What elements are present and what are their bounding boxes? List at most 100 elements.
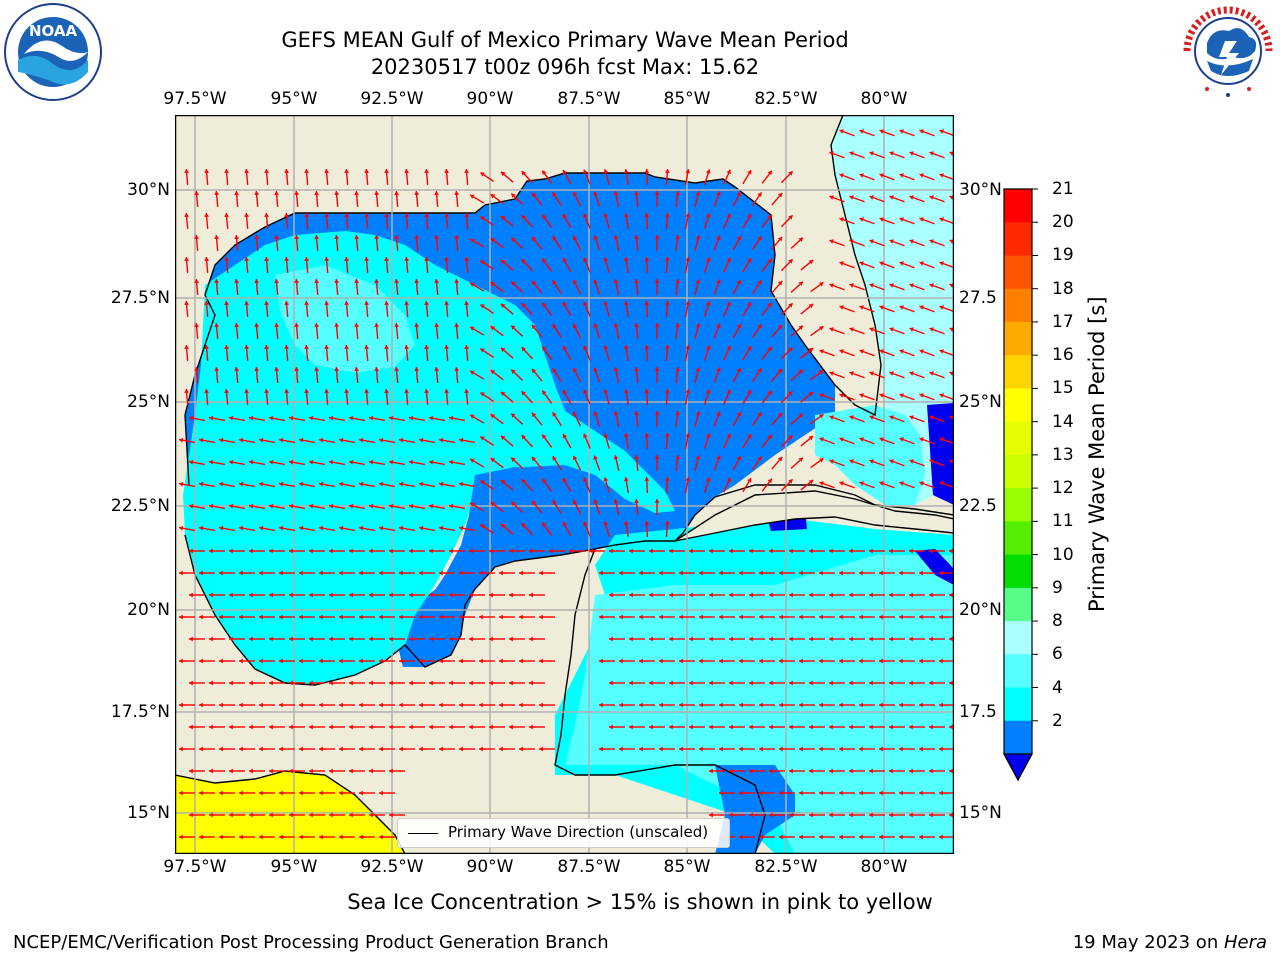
wave-arrow (761, 302, 773, 316)
wave-arrow (539, 614, 555, 620)
svg-text:NOAA: NOAA (29, 22, 78, 40)
wave-arrow (499, 746, 515, 752)
wave-arrow (249, 636, 265, 642)
colorbar-tick-label: 16 (1052, 345, 1074, 366)
lon-tick-top: 92.5°W (360, 89, 424, 109)
wave-arrow (318, 481, 336, 488)
wave-arrow (239, 834, 255, 840)
wave-arrow (603, 301, 610, 317)
wave-arrow (329, 592, 345, 598)
wave-arrow (359, 614, 375, 620)
wave-arrow (219, 658, 235, 664)
wave-arrow (541, 214, 553, 228)
wave-arrow (789, 548, 805, 554)
wave-arrow (439, 570, 455, 576)
wave-arrow (418, 437, 436, 444)
wave-arrow (829, 592, 845, 598)
ice-note: Sea Ice Concentration > 15% is shown in … (347, 890, 933, 914)
wave-arrow (713, 235, 721, 251)
wave-arrow (309, 636, 325, 642)
wave-arrow (839, 437, 855, 445)
wave-arrow (739, 834, 755, 840)
wave-arrow (274, 190, 280, 208)
wave-arrow (434, 366, 440, 384)
wave-arrow (654, 278, 660, 296)
wave-arrow (399, 614, 415, 620)
wave-arrow (489, 724, 505, 730)
wave-arrow (609, 548, 625, 554)
wave-arrow (789, 768, 805, 774)
wave-arrow (394, 278, 400, 296)
wave-arrow (644, 476, 650, 494)
wave-arrow (780, 258, 794, 272)
wave-arrow (919, 790, 935, 796)
colorbar-swatch (1004, 554, 1032, 589)
wave-arrow (279, 614, 295, 620)
wave-arrow (809, 636, 825, 642)
wave-arrow (829, 283, 845, 291)
wave-arrow (909, 768, 925, 774)
wave-arrow (790, 281, 804, 293)
map-panel (175, 115, 954, 854)
wave-arrow (541, 258, 553, 272)
wave-arrow (751, 367, 763, 383)
wave-arrow (359, 790, 375, 796)
atlantic-water-8-9s (831, 115, 954, 505)
nws-logo (1180, 3, 1276, 99)
wave-arrow (929, 768, 945, 774)
wave-arrow (439, 658, 455, 664)
wave-arrow (289, 592, 305, 598)
lon-tick-bottom: 97.5°W (163, 857, 227, 877)
wave-arrow (839, 658, 855, 664)
wave-arrow (229, 724, 245, 730)
wave-arrow (479, 215, 495, 227)
wave-arrow (654, 190, 660, 208)
wave-arrow (769, 812, 785, 818)
wave-arrow (859, 261, 875, 269)
wave-arrow (819, 437, 835, 445)
wave-arrow (338, 437, 356, 444)
wave-arrow (324, 168, 330, 186)
wave-arrow (909, 592, 925, 598)
colorbar-swatch (1004, 355, 1032, 389)
wave-arrow (344, 212, 350, 230)
wave-arrow (284, 300, 290, 318)
wave-arrow (859, 305, 875, 313)
wave-arrow (713, 323, 721, 339)
wave-arrow (541, 390, 553, 404)
wave-arrow (603, 345, 610, 361)
wave-arrow (194, 322, 200, 340)
wave-arrow (552, 323, 562, 339)
wave-arrow (399, 570, 415, 576)
wave-arrow (384, 388, 390, 406)
wave-arrow (759, 746, 775, 752)
wave-arrow (761, 346, 773, 360)
wave-arrow (799, 570, 815, 576)
wave-arrow (234, 278, 240, 296)
wave-arrow (949, 768, 954, 774)
wave-arrow (284, 344, 290, 362)
wave-arrow (699, 746, 715, 752)
wave-arrow (839, 702, 855, 708)
wave-arrow (464, 212, 470, 230)
wave-arrow (404, 256, 410, 274)
wave-arrow (689, 636, 705, 642)
wave-arrow (623, 300, 629, 318)
wave-arrow (500, 171, 514, 183)
wave-arrow (464, 344, 470, 362)
wave-arrow (599, 614, 615, 620)
wave-arrow (562, 213, 572, 229)
wave-arrow (869, 680, 885, 686)
wave-arrow (919, 393, 935, 401)
wave-arrow (664, 388, 670, 406)
wave-arrow (458, 437, 476, 444)
wave-arrow (429, 680, 445, 686)
bahamas-water-lt2 (927, 403, 954, 505)
wave-arrow (344, 256, 350, 274)
wave-arrow (675, 190, 680, 208)
wave-arrow (909, 724, 925, 730)
wave-arrow (819, 481, 835, 489)
wave-arrow (258, 481, 276, 488)
wave-arrow (879, 702, 895, 708)
wave-arrow (879, 129, 895, 137)
